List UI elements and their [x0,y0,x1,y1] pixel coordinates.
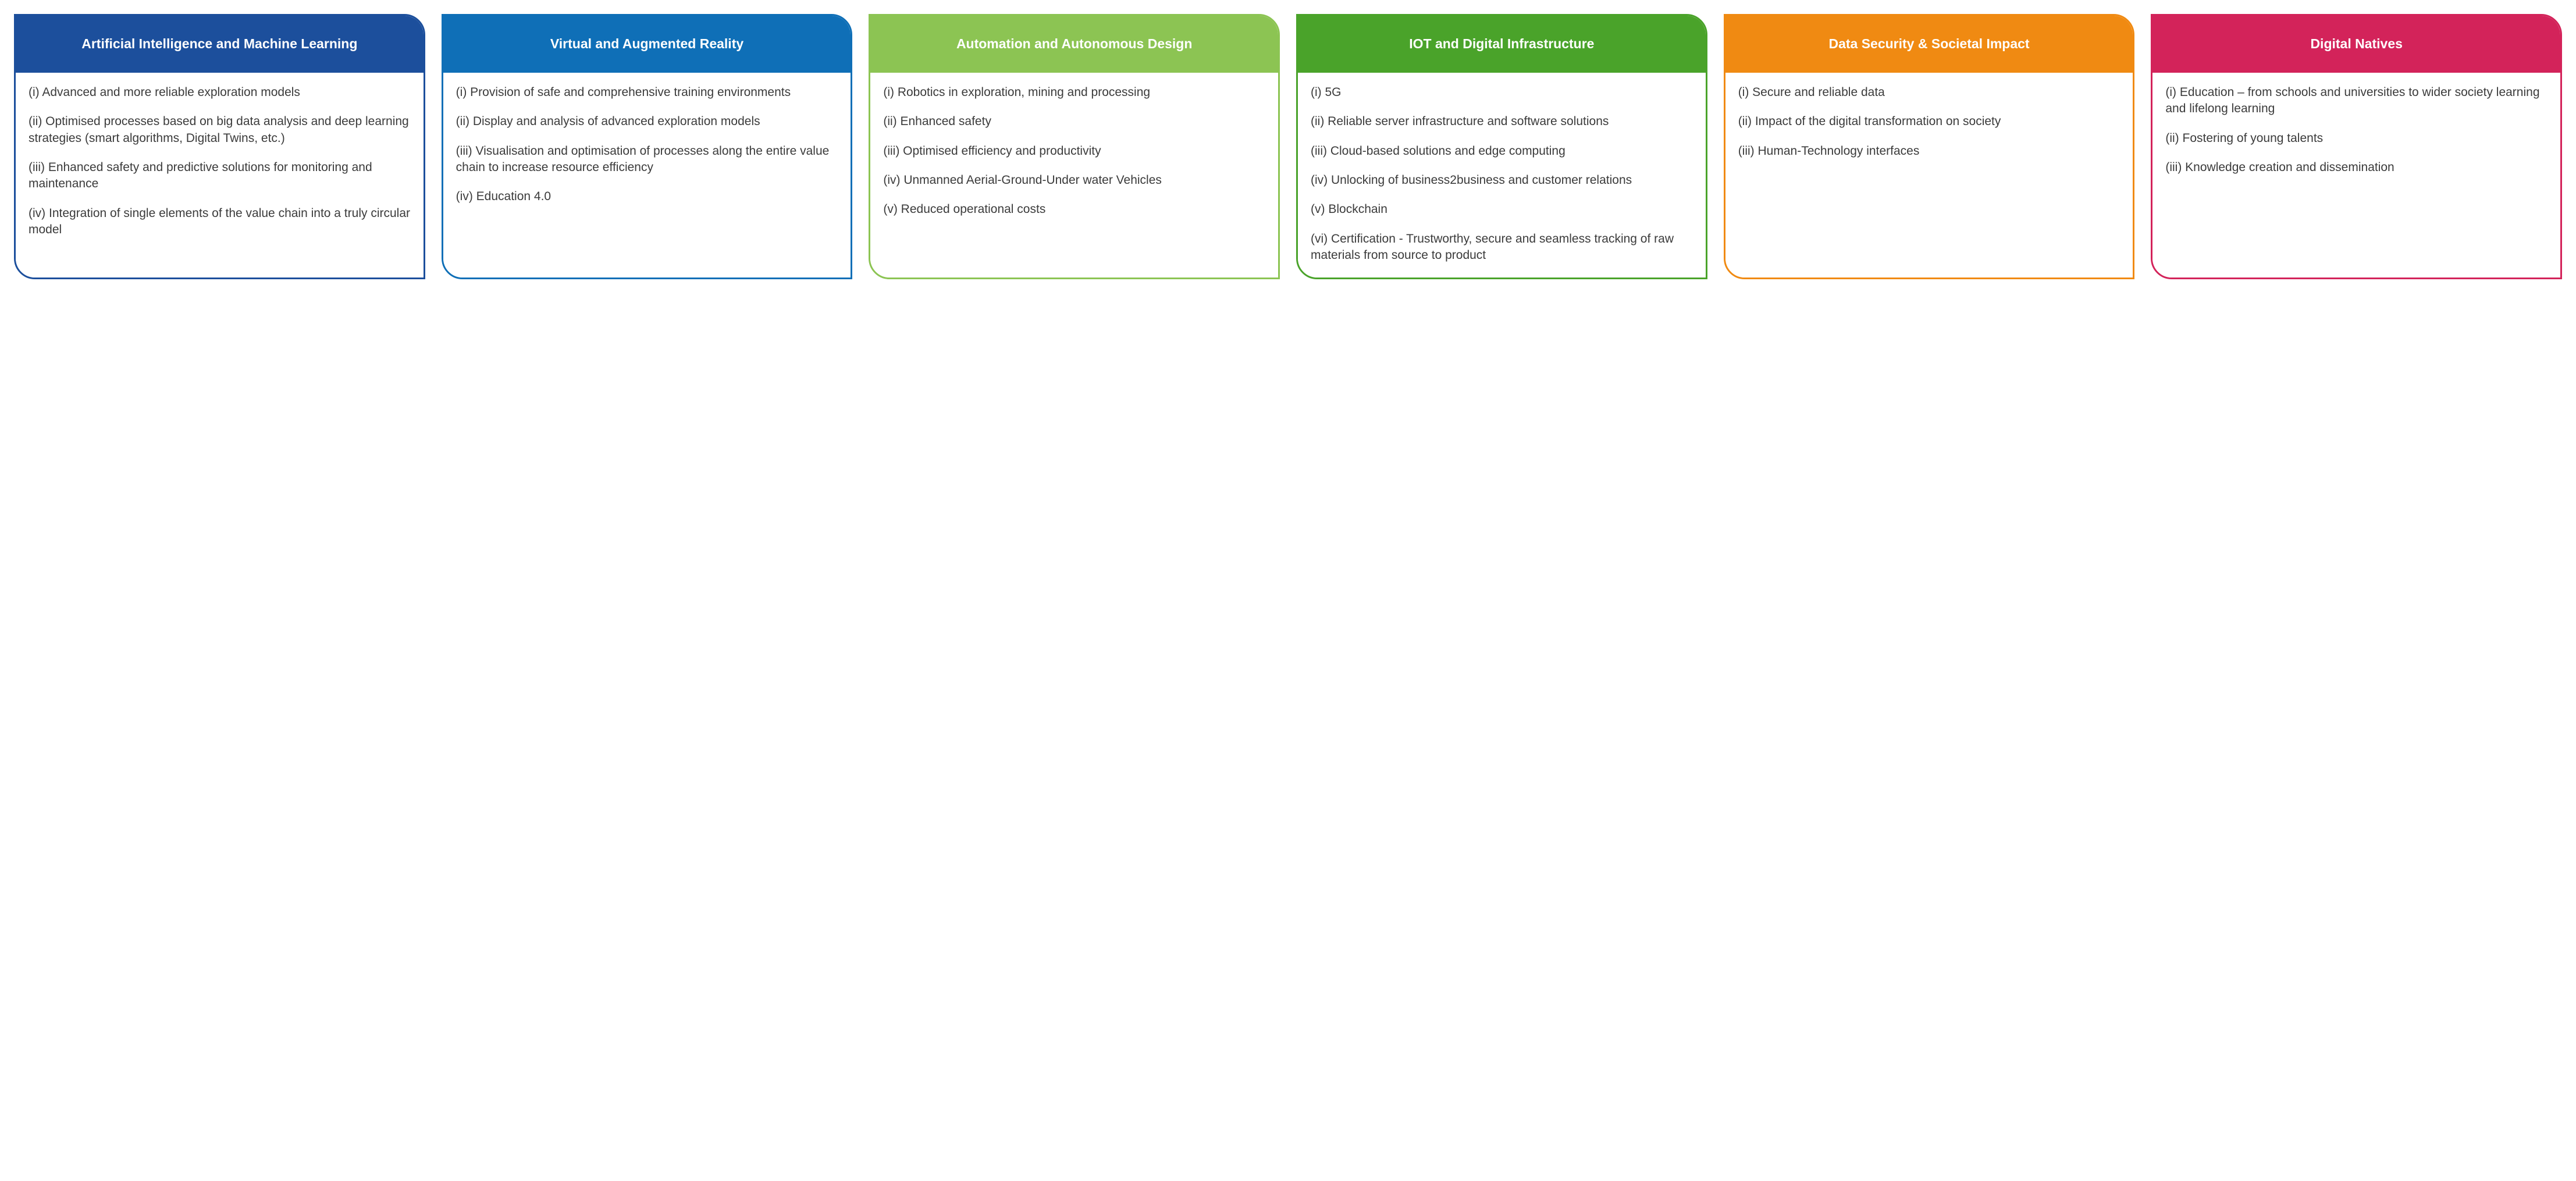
card-3: IOT and Digital Infrastructure (i) 5G (ii)… [1296,14,1707,279]
card-body: (i) Provision of safe and comprehensive … [443,73,851,278]
card-item: (ii) Impact of the digital transformatio… [1738,113,2120,130]
card-item: (iii) Enhanced safety and predictive sol… [29,159,411,193]
card-header: Artificial Intelligence and Machine Lear… [16,16,424,73]
card-body: (i) 5G (ii) Reliable server infrastructur… [1298,73,1706,278]
card-item: (iii) Visualisation and optimisation of … [456,143,838,176]
card-item: (v) Reduced operational costs [883,201,1265,218]
card-header: Automation and Autonomous Design [870,16,1278,73]
card-item: (ii) Optimised processes based on big da… [29,113,411,147]
card-header: IOT and Digital Infrastructure [1298,16,1706,73]
card-item: (iv) Integration of single elements of t… [29,205,411,239]
card-grid: Artificial Intelligence and Machine Lear… [14,14,2562,279]
card-0: Artificial Intelligence and Machine Lear… [14,14,425,279]
card-item: (i) Secure and reliable data [1738,84,2120,101]
card-item: (i) Robotics in exploration, mining and … [883,84,1265,101]
card-header: Data Security & Societal Impact [1725,16,2133,73]
card-body: (i) Advanced and more reliable explorati… [16,73,424,278]
card-header: Digital Natives [2152,16,2560,73]
card-item: (i) Advanced and more reliable explorati… [29,84,411,101]
card-header: Virtual and Augmented Reality [443,16,851,73]
card-item: (i) Provision of safe and comprehensive … [456,84,838,101]
card-item: (ii) Fostering of young talents [2165,130,2547,147]
card-1: Virtual and Augmented Reality (i) Provisi… [442,14,853,279]
card-item: (ii) Enhanced safety [883,113,1265,130]
card-item: (iii) Human-Technology interfaces [1738,143,2120,159]
card-item: (iv) Unlocking of business2business and … [1311,172,1693,188]
card-item: (ii) Reliable server infrastructure and … [1311,113,1693,130]
card-item: (iii) Cloud-based solutions and edge com… [1311,143,1693,159]
card-5: Digital Natives (i) Education – from scho… [2151,14,2562,279]
card-4: Data Security & Societal Impact(i) Secur… [1724,14,2135,279]
card-item: (iii) Optimised efficiency and productiv… [883,143,1265,159]
card-2: Automation and Autonomous Design (i) Robo… [869,14,1280,279]
card-item: (vi) Certification - Trustworthy, secure… [1311,231,1693,264]
card-body: (i) Robotics in exploration, mining and … [870,73,1278,278]
card-body: (i) Education – from schools and univers… [2152,73,2560,278]
card-item: (iv) Education 4.0 [456,188,838,205]
card-item: (i) 5G [1311,84,1693,101]
card-item: (ii) Display and analysis of advanced ex… [456,113,838,130]
card-item: (iii) Knowledge creation and disseminati… [2165,159,2547,176]
card-item: (iv) Unmanned Aerial-Ground-Under water … [883,172,1265,188]
card-body: (i) Secure and reliable data (ii) Impact … [1725,73,2133,278]
card-item: (v) Blockchain [1311,201,1693,218]
card-item: (i) Education – from schools and univers… [2165,84,2547,118]
